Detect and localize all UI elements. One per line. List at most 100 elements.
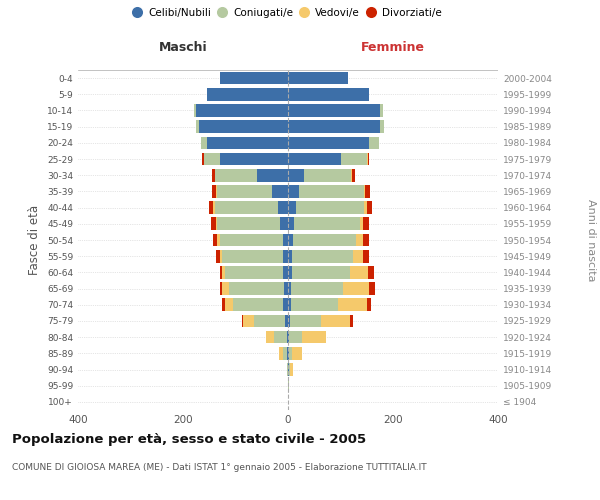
- Bar: [292, 266, 350, 278]
- Bar: [283, 266, 288, 278]
- Bar: [353, 250, 363, 262]
- Bar: [225, 298, 233, 311]
- Bar: [350, 314, 353, 328]
- Bar: [215, 218, 217, 230]
- Bar: [213, 234, 217, 246]
- Bar: [360, 218, 362, 230]
- Bar: [223, 266, 225, 278]
- Bar: [296, 202, 364, 214]
- Bar: [288, 218, 295, 230]
- Bar: [196, 120, 199, 133]
- Bar: [302, 331, 326, 344]
- Bar: [233, 298, 283, 311]
- Bar: [242, 314, 244, 328]
- Bar: [364, 185, 365, 198]
- Text: Maschi: Maschi: [158, 41, 208, 54]
- Text: COMUNE DI GIOIOSA MAREA (ME) - Dati ISTAT 1° gennaio 2005 - Elaborazione TUTTITA: COMUNE DI GIOIOSA MAREA (ME) - Dati ISTA…: [12, 462, 427, 471]
- Bar: [343, 282, 370, 295]
- Bar: [321, 314, 350, 328]
- Bar: [283, 250, 288, 262]
- Bar: [286, 314, 288, 328]
- Bar: [288, 120, 380, 133]
- Bar: [283, 234, 288, 246]
- Bar: [196, 104, 288, 117]
- Bar: [223, 282, 229, 295]
- Bar: [380, 104, 383, 117]
- Bar: [288, 202, 296, 214]
- Bar: [266, 331, 274, 344]
- Bar: [220, 250, 223, 262]
- Bar: [278, 347, 283, 360]
- Bar: [288, 136, 370, 149]
- Bar: [288, 234, 293, 246]
- Bar: [283, 347, 287, 360]
- Bar: [350, 266, 368, 278]
- Bar: [288, 298, 290, 311]
- Bar: [364, 202, 367, 214]
- Bar: [289, 331, 302, 344]
- Bar: [288, 363, 289, 376]
- Bar: [338, 298, 367, 311]
- Legend: Celibi/Nubili, Coniugati/e, Vedovi/e, Divorziati/e: Celibi/Nubili, Coniugati/e, Vedovi/e, Di…: [135, 8, 441, 18]
- Bar: [292, 347, 302, 360]
- Text: Anni di nascita: Anni di nascita: [586, 198, 596, 281]
- Bar: [362, 234, 369, 246]
- Bar: [370, 136, 379, 149]
- Bar: [202, 152, 204, 166]
- Bar: [202, 136, 206, 149]
- Bar: [217, 234, 220, 246]
- Text: Femmine: Femmine: [361, 41, 425, 54]
- Bar: [229, 282, 284, 295]
- Bar: [223, 298, 225, 311]
- Bar: [220, 152, 288, 166]
- Bar: [215, 250, 220, 262]
- Bar: [287, 331, 288, 344]
- Bar: [274, 331, 287, 344]
- Bar: [220, 234, 283, 246]
- Bar: [299, 185, 364, 198]
- Bar: [225, 266, 283, 278]
- Bar: [288, 282, 290, 295]
- Bar: [290, 363, 293, 376]
- Bar: [289, 363, 290, 376]
- Bar: [368, 266, 374, 278]
- Bar: [304, 169, 351, 181]
- Bar: [220, 282, 223, 295]
- Bar: [220, 72, 288, 85]
- Bar: [287, 347, 288, 360]
- Bar: [223, 250, 283, 262]
- Bar: [295, 218, 360, 230]
- Bar: [288, 314, 290, 328]
- Bar: [365, 185, 370, 198]
- Bar: [288, 347, 289, 360]
- Bar: [206, 136, 288, 149]
- Bar: [217, 185, 272, 198]
- Bar: [352, 169, 355, 181]
- Bar: [215, 202, 277, 214]
- Bar: [288, 88, 370, 101]
- Bar: [254, 314, 286, 328]
- Bar: [211, 218, 215, 230]
- Bar: [244, 314, 254, 328]
- Bar: [288, 380, 289, 392]
- Bar: [363, 250, 370, 262]
- Bar: [290, 282, 343, 295]
- Bar: [209, 202, 214, 214]
- Bar: [257, 169, 288, 181]
- Bar: [380, 120, 384, 133]
- Text: Popolazione per età, sesso e stato civile - 2005: Popolazione per età, sesso e stato civil…: [12, 432, 366, 446]
- Bar: [351, 169, 352, 181]
- Bar: [288, 169, 304, 181]
- Bar: [368, 152, 369, 166]
- Bar: [341, 152, 367, 166]
- Bar: [367, 152, 368, 166]
- Bar: [206, 88, 288, 101]
- Bar: [287, 363, 288, 376]
- Bar: [212, 169, 215, 181]
- Bar: [288, 152, 341, 166]
- Bar: [277, 202, 288, 214]
- Bar: [290, 298, 338, 311]
- Bar: [199, 120, 288, 133]
- Bar: [217, 218, 280, 230]
- Bar: [283, 298, 288, 311]
